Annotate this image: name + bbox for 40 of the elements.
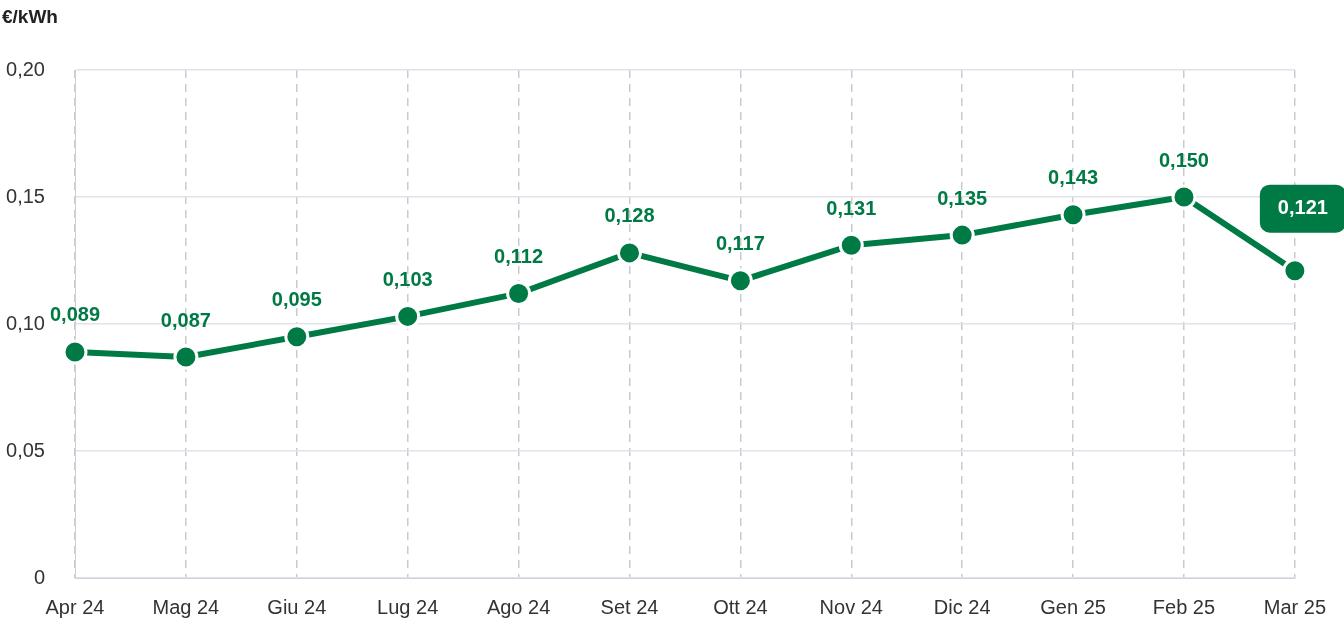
data-label: 0,131 — [826, 196, 877, 219]
x-tick-label: Gen 25 — [1040, 595, 1106, 618]
y-tick-label: 0,15 — [6, 184, 45, 207]
point — [949, 222, 975, 248]
data-label: 0,112 — [494, 245, 544, 268]
data-label: 0,121 — [1277, 196, 1328, 219]
y-tick-label: 0 — [33, 565, 45, 588]
x-tick-label: Apr 24 — [45, 595, 105, 618]
x-tick-label: Giu 24 — [267, 595, 327, 618]
point — [173, 344, 199, 370]
data-label: 0,150 — [1158, 148, 1210, 171]
x-tick-label: Ago 24 — [486, 595, 551, 618]
data-label: 0,089 — [49, 303, 101, 326]
y-tick-label: 0,20 — [6, 57, 45, 80]
x-tick-label: Dic 24 — [933, 595, 991, 618]
x-tick-label: Ott 24 — [713, 595, 768, 618]
data-label: 0,128 — [604, 204, 655, 227]
data-label: 0,143 — [1048, 166, 1099, 189]
y-axis-title: €/kWh — [2, 6, 58, 28]
data-label: 0,117 — [715, 232, 765, 255]
x-tick-label: Feb 25 — [1152, 595, 1216, 618]
point — [727, 268, 753, 294]
point — [1060, 202, 1086, 228]
y-tick-label: 0,10 — [6, 311, 45, 334]
point — [1171, 184, 1197, 210]
x-tick-label: Mar 25 — [1263, 595, 1326, 618]
data-label: 0,087 — [160, 308, 211, 331]
point — [284, 324, 310, 350]
y-tick-label: 0,05 — [6, 438, 45, 461]
data-label: 0,135 — [937, 186, 988, 209]
x-tick-label: Mag 24 — [152, 595, 220, 618]
x-tick-label: Nov 24 — [819, 595, 883, 618]
data-label: 0,103 — [382, 267, 433, 290]
point — [62, 339, 88, 365]
data-label: 0,095 — [271, 288, 322, 311]
point — [1282, 258, 1308, 284]
point — [838, 232, 864, 258]
x-tick-label: Set 24 — [600, 595, 659, 618]
x-tick-label: Lug 24 — [377, 595, 439, 618]
point — [616, 240, 642, 266]
